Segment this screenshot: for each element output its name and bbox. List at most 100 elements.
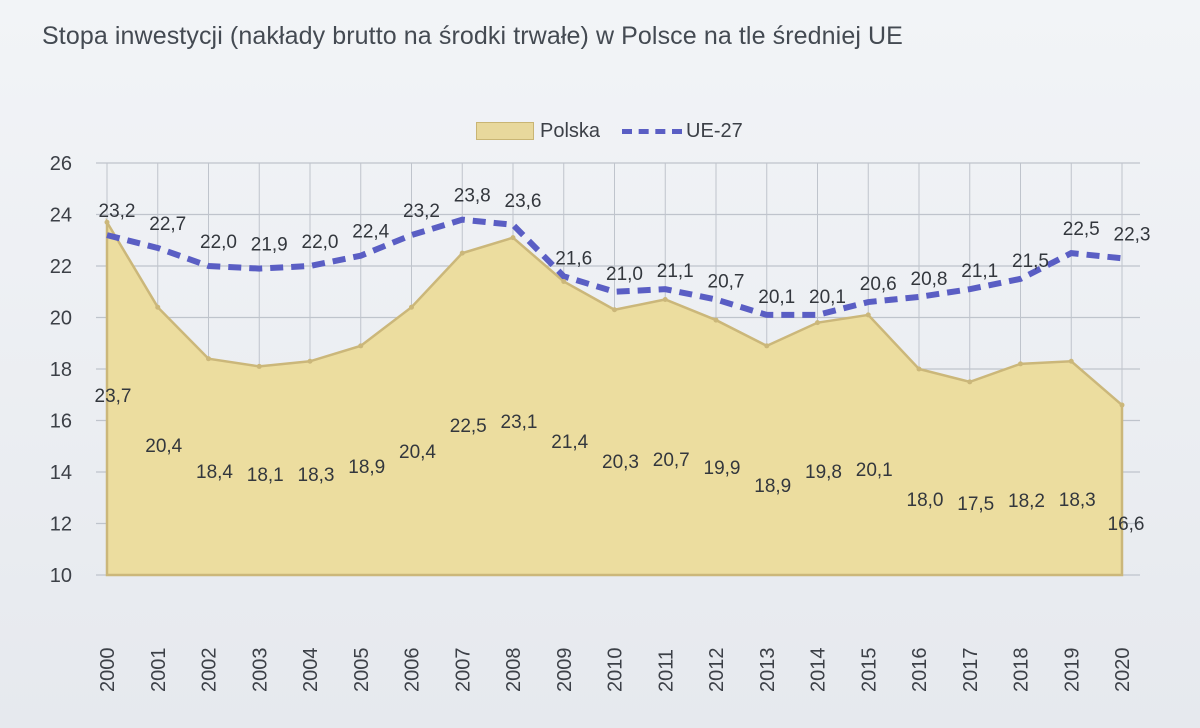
data-label-ue27: 21,1	[657, 261, 694, 282]
y-tick-label: 22	[50, 256, 72, 278]
x-tick-label: 2014	[808, 648, 830, 693]
data-label-ue27: 22,0	[302, 232, 339, 253]
x-tick-label: 2019	[1061, 648, 1083, 693]
point-polska	[206, 356, 211, 362]
data-label-polska: 23,1	[501, 412, 538, 433]
data-label-polska: 19,8	[805, 462, 842, 483]
point-ue27	[207, 264, 211, 268]
point-polska	[104, 219, 110, 225]
area-polska	[105, 217, 1124, 577]
point-ue27	[917, 295, 921, 299]
point-ue27	[257, 267, 261, 271]
data-label-polska: 17,5	[957, 494, 994, 515]
x-tick-label: 2020	[1112, 648, 1134, 693]
point-polska	[815, 320, 820, 326]
x-tick-label: 2004	[300, 648, 322, 693]
point-ue27	[359, 254, 363, 258]
x-tick-label: 2011	[655, 649, 677, 692]
point-ue27	[410, 233, 414, 237]
data-label-polska: 19,9	[704, 458, 741, 479]
data-label-ue27: 21,5	[1012, 251, 1049, 272]
y-tick-label: 24	[50, 205, 72, 227]
data-label-ue27: 20,8	[911, 269, 948, 290]
data-label-ue27: 20,1	[758, 287, 795, 308]
data-label-polska: 18,9	[754, 476, 791, 497]
data-label-polska: 18,3	[298, 465, 335, 486]
point-polska	[1119, 402, 1125, 408]
y-tick-label: 10	[50, 565, 72, 587]
data-label-ue27: 22,3	[1114, 224, 1151, 245]
line-ue27	[106, 216, 1123, 318]
data-label-polska: 21,4	[551, 432, 588, 453]
point-polska	[764, 343, 770, 349]
data-label-polska: 18,2	[1008, 491, 1045, 512]
data-label-ue27: 23,6	[505, 191, 542, 212]
data-label-ue27: 21,0	[606, 264, 643, 285]
point-polska	[256, 363, 262, 369]
data-label-polska: 22,5	[450, 416, 487, 437]
point-polska	[612, 307, 617, 313]
y-tick-label: 16	[50, 411, 72, 433]
data-label-ue27: 22,7	[149, 214, 186, 235]
legend: Polska UE-27	[476, 118, 743, 144]
point-ue27	[613, 290, 617, 294]
point-polska	[1018, 361, 1023, 367]
data-label-polska: 20,1	[856, 460, 893, 481]
legend-label-polska: Polska	[540, 119, 601, 142]
point-ue27	[460, 218, 464, 222]
x-tick-label: 2007	[452, 648, 474, 693]
point-ue27	[308, 264, 312, 268]
data-label-ue27: 20,1	[809, 287, 846, 308]
x-tick-label: 2002	[199, 648, 221, 693]
data-label-ue27: 23,2	[403, 201, 440, 222]
x-tick-label: 2003	[249, 648, 271, 693]
y-tick-label: 18	[50, 359, 72, 381]
legend-swatch-polska	[476, 122, 534, 140]
data-label-polska: 20,3	[602, 452, 639, 473]
data-label-polska: 16,6	[1108, 514, 1145, 535]
point-ue27	[1019, 277, 1023, 281]
point-polska	[662, 296, 668, 302]
y-tick-label: 26	[50, 153, 72, 175]
data-label-ue27: 22,0	[200, 232, 237, 253]
data-label-polska: 18,3	[1059, 490, 1096, 511]
point-polska	[967, 379, 973, 385]
point-polska	[358, 343, 364, 349]
data-label-ue27: 21,6	[555, 248, 592, 269]
point-polska	[155, 304, 161, 310]
point-ue27	[714, 297, 718, 301]
point-ue27	[765, 313, 769, 317]
point-polska	[459, 250, 465, 256]
point-polska	[865, 312, 871, 318]
point-ue27	[156, 246, 160, 250]
x-tick-label: 2017	[960, 648, 982, 693]
data-label-ue27: 21,9	[251, 235, 288, 256]
data-label-polska: 18,4	[196, 462, 233, 483]
point-ue27	[968, 287, 972, 291]
point-polska	[307, 358, 313, 364]
x-tick-label: 2015	[858, 648, 880, 693]
point-ue27	[816, 313, 820, 317]
point-ue27	[1069, 251, 1073, 255]
y-tick-label: 12	[50, 514, 72, 536]
x-tick-label: 2012	[706, 648, 728, 693]
y-tick-label: 20	[50, 308, 72, 330]
x-tick-label: 2008	[503, 648, 525, 693]
point-polska	[561, 278, 567, 284]
point-ue27	[105, 233, 109, 237]
point-ue27	[562, 274, 566, 278]
chart-title: Stopa inwestycji (nakłady brutto na środ…	[42, 22, 903, 50]
legend-label-ue27: UE-27	[686, 119, 743, 142]
point-ue27	[1120, 256, 1124, 260]
point-polska	[713, 317, 719, 323]
x-tick-label: 2013	[757, 648, 779, 693]
x-tick-label: 2010	[605, 648, 627, 693]
point-polska	[916, 366, 922, 372]
data-label-polska: 18,0	[907, 490, 944, 511]
x-tick-label: 2016	[909, 648, 931, 693]
data-label-polska: 20,7	[653, 450, 690, 471]
point-ue27	[663, 287, 667, 291]
data-label-ue27: 23,8	[454, 186, 491, 207]
